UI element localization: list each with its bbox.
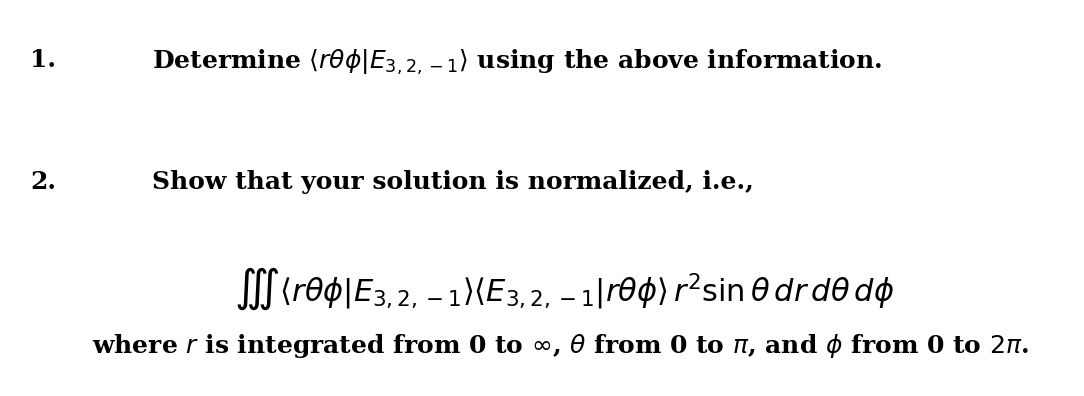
Text: where $r$ is integrated from 0 to $\infty$, $\theta$ from 0 to $\pi$, and $\phi$: where $r$ is integrated from 0 to $\inft… (92, 332, 1029, 360)
Text: Show that your solution is normalized, i.e.,: Show that your solution is normalized, i… (152, 170, 753, 194)
Text: 1.: 1. (30, 48, 56, 72)
Text: 2.: 2. (30, 170, 56, 194)
Text: $\iiint \langle r\theta\phi|E_{3,2,-1}\rangle \langle E_{3,2,-1}|r\theta\phi\ran: $\iiint \langle r\theta\phi|E_{3,2,-1}\r… (233, 265, 894, 312)
Text: Determine $\langle r\theta\phi|E_{3,2,-1}\rangle$ using the above information.: Determine $\langle r\theta\phi|E_{3,2,-1… (152, 48, 882, 76)
